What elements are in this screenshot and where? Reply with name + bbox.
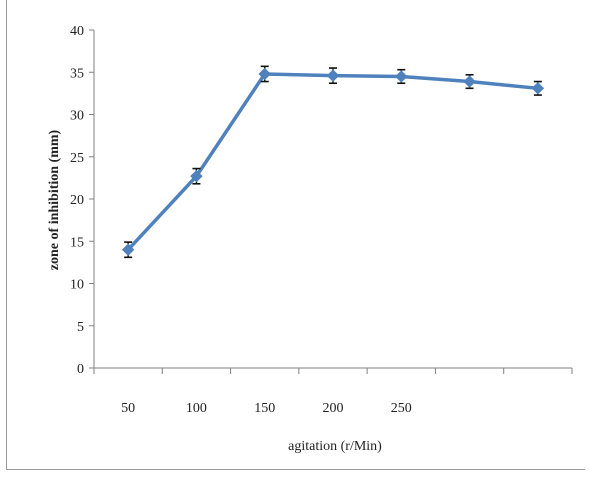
- y-tick-label: 30: [70, 109, 84, 124]
- data-point: [395, 70, 408, 83]
- y-tick-label: 15: [70, 235, 84, 250]
- y-tick-label: 25: [70, 151, 84, 166]
- data-point: [258, 67, 271, 81]
- y-tick-label: 20: [70, 193, 84, 208]
- data-point: [326, 69, 340, 82]
- y-tick-label: 5: [77, 320, 84, 335]
- series: [121, 65, 545, 259]
- x-tick-label: 50: [121, 401, 135, 416]
- x-tick-label: 150: [254, 401, 275, 416]
- y-axis: 0 5 10 15 20 25 30 35 40: [70, 24, 95, 377]
- y-tick-label: 40: [70, 24, 84, 39]
- y-tick-label: 10: [70, 278, 84, 293]
- series-line: [126, 72, 539, 251]
- data-point: [121, 243, 135, 256]
- data-point: [190, 169, 203, 183]
- y-axis-title: zone of inhibition (mm): [47, 129, 62, 270]
- x-axis: 50 100 150 200 250: [93, 367, 573, 416]
- x-tick-label: 100: [186, 401, 207, 416]
- x-axis-title: agitation (r/Min): [288, 439, 382, 454]
- data-point: [463, 75, 476, 88]
- y-tick-label: 35: [70, 66, 84, 81]
- y-tick-label: 0: [77, 362, 84, 377]
- x-tick-label: 250: [391, 401, 412, 416]
- x-tick-label: 200: [323, 401, 344, 416]
- chart-frame: [6, 0, 585, 470]
- data-point: [531, 82, 545, 95]
